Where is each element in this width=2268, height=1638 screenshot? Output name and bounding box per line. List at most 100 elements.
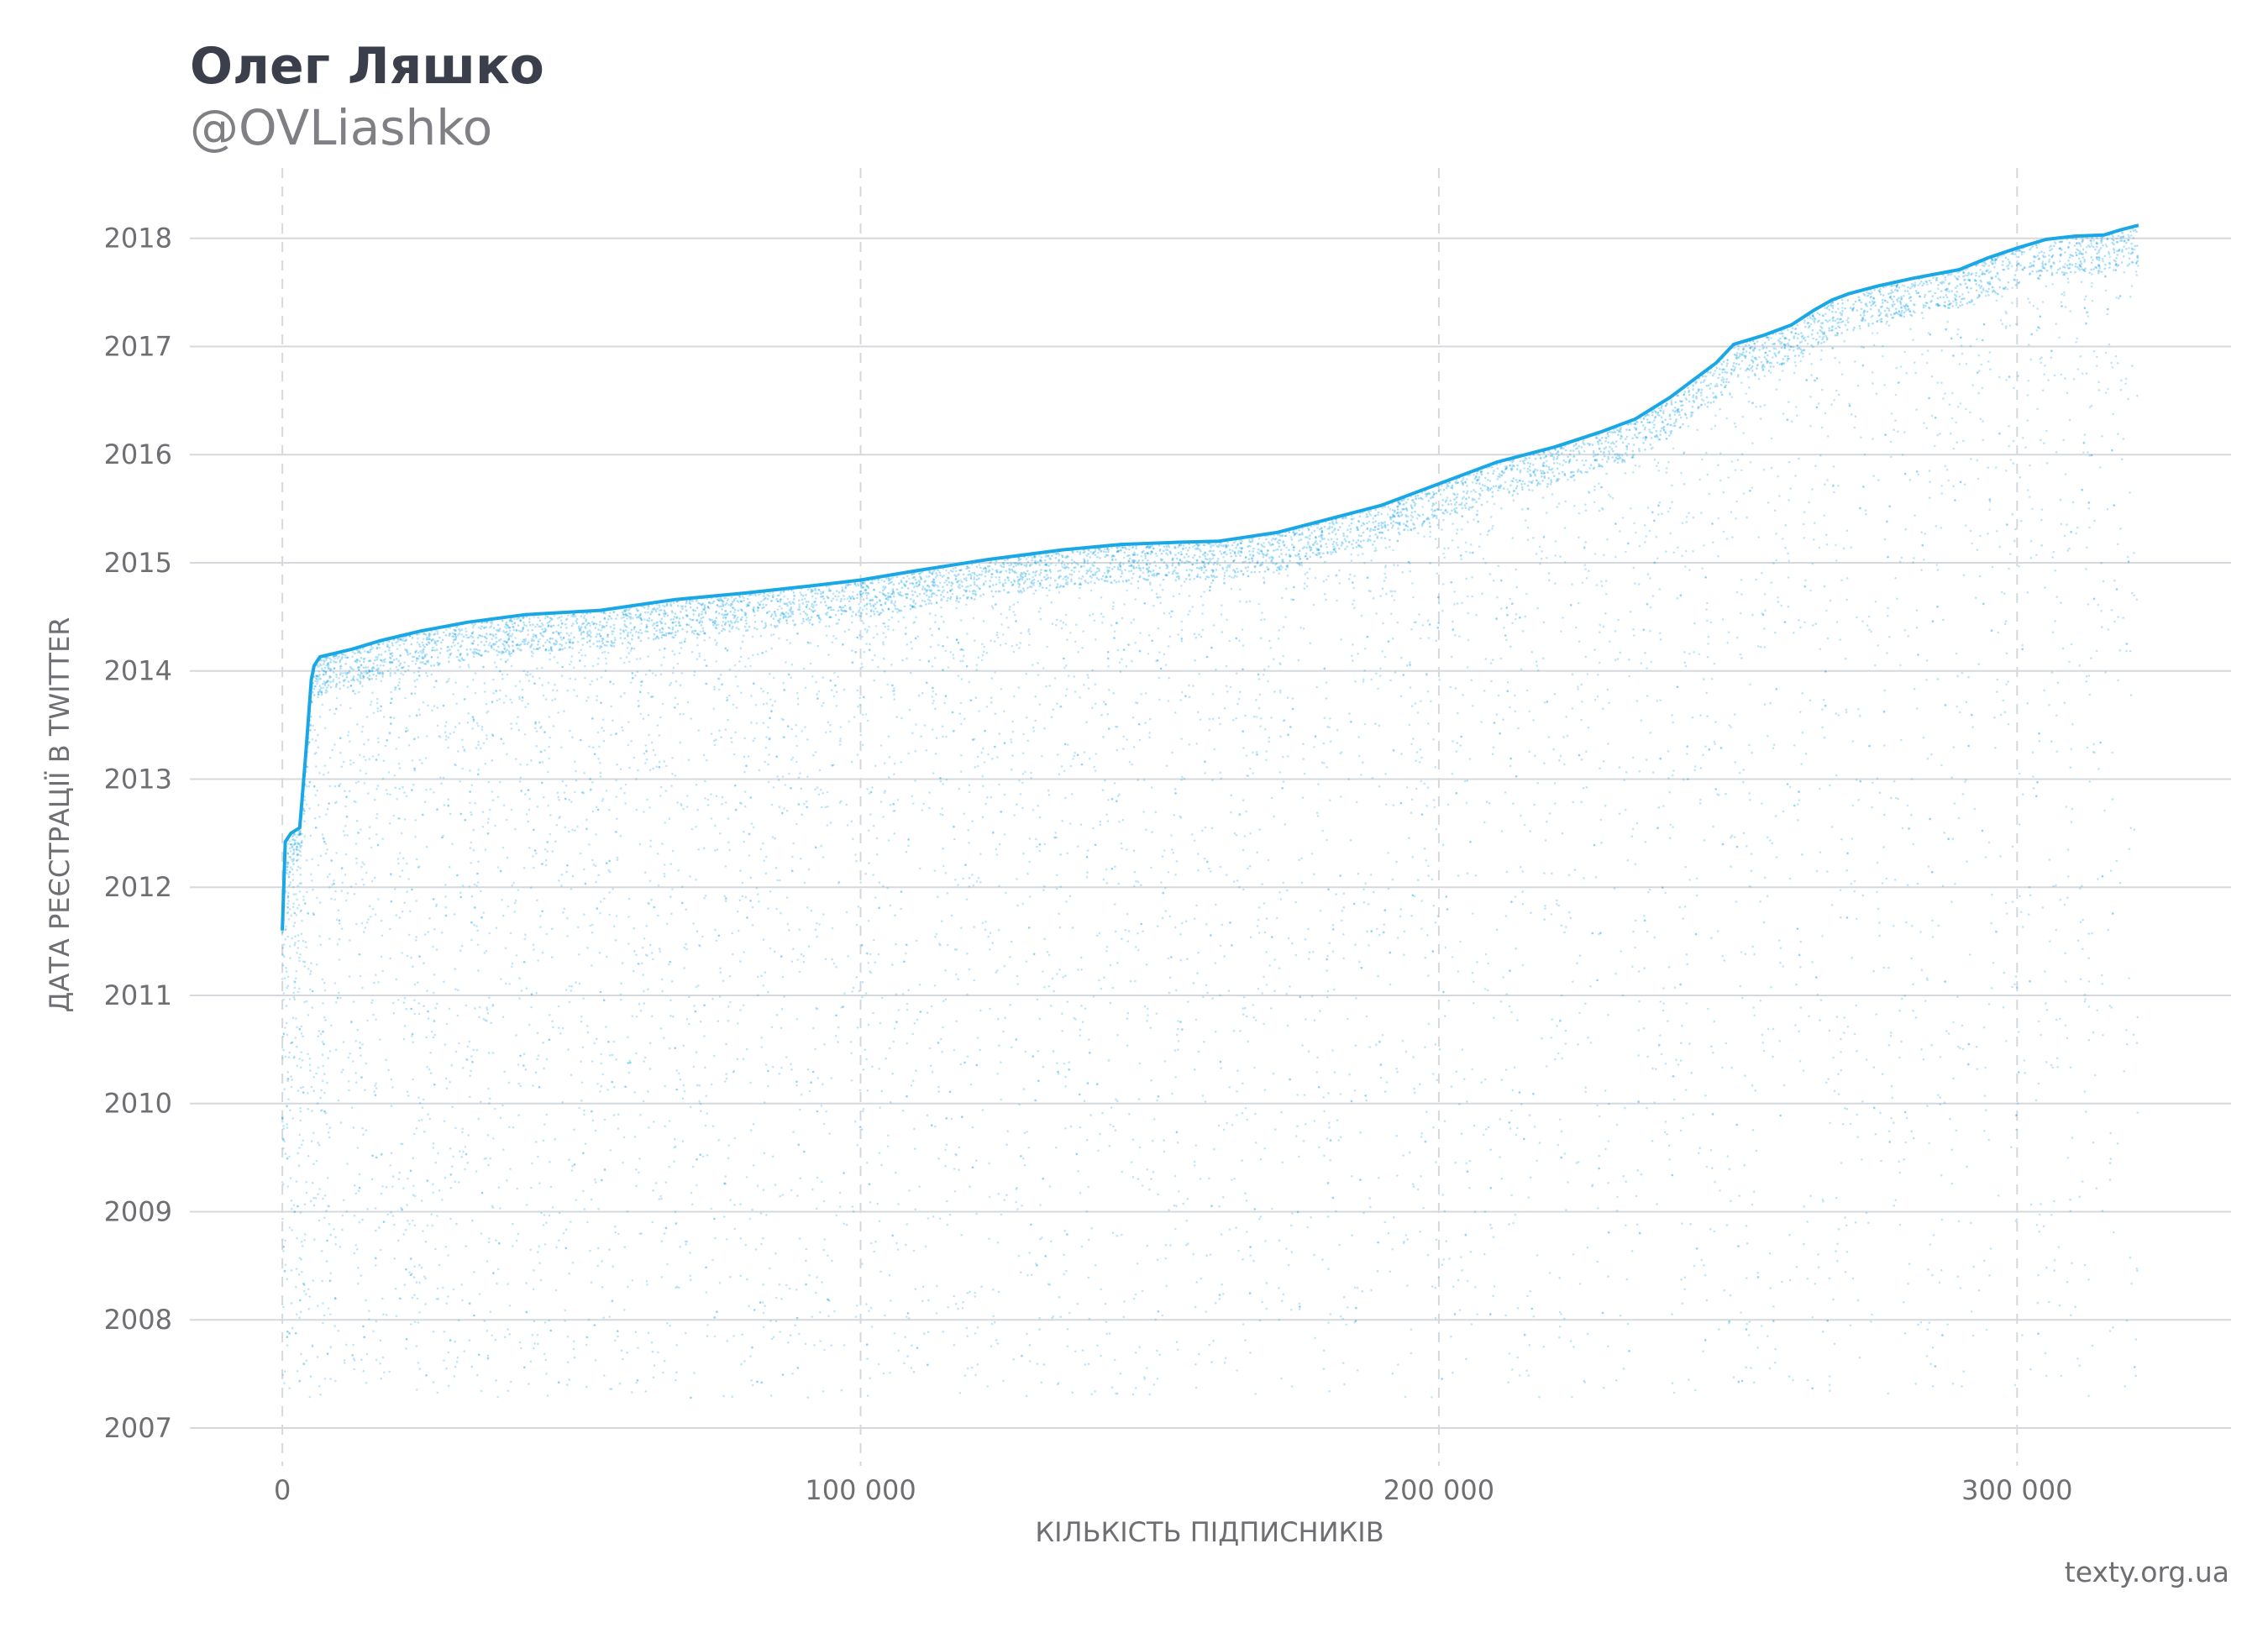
scatter-point: [1671, 714, 1673, 717]
scatter-point: [408, 1222, 411, 1226]
scatter-point: [375, 1082, 378, 1085]
scatter-point: [502, 804, 506, 806]
scatter-point: [488, 996, 491, 999]
scatter-point: [547, 681, 550, 685]
scatter-point: [1412, 1185, 1415, 1188]
scatter-point: [548, 1319, 550, 1322]
scatter-point: [942, 864, 945, 868]
scatter-point: [671, 772, 674, 775]
scatter-point: [1601, 507, 1604, 510]
scatter-point: [1242, 1257, 1244, 1261]
scatter-point: [402, 1187, 405, 1189]
scatter-point: [1121, 847, 1123, 850]
scatter-point: [584, 664, 586, 668]
scatter-point: [382, 716, 386, 718]
scatter-point: [556, 661, 559, 664]
scatter-point: [627, 652, 630, 654]
scatter-point: [733, 1204, 736, 1206]
scatter-point: [1305, 571, 1309, 574]
scatter-point: [801, 622, 804, 625]
scatter-point: [1733, 713, 1736, 716]
scatter-point: [652, 748, 655, 752]
scatter-point: [827, 654, 830, 656]
scatter-point: [834, 1035, 837, 1037]
scatter-point: [630, 739, 633, 743]
scatter-point: [952, 654, 955, 656]
scatter-point: [324, 843, 328, 845]
scatter-point: [478, 1293, 481, 1295]
scatter-point: [533, 1320, 536, 1323]
scatter-point: [1302, 758, 1305, 760]
scatter-point: [1110, 624, 1113, 627]
scatter-point: [997, 1290, 1000, 1294]
chart-subtitle: @OVLiashko: [190, 99, 493, 156]
scatter-point: [1163, 1150, 1166, 1153]
scatter-point: [770, 1026, 774, 1029]
scatter-point: [681, 1097, 685, 1100]
scatter-point: [1187, 613, 1189, 616]
scatter-point: [374, 1207, 377, 1210]
scatter-point: [447, 798, 450, 801]
scatter-point: [1825, 533, 1828, 537]
scatter-point: [1079, 956, 1083, 959]
scatter-point: [1441, 528, 1443, 531]
scatter-point: [1895, 796, 1898, 800]
scatter-point: [1832, 1298, 1835, 1301]
scatter-point: [1333, 988, 1336, 991]
scatter-point: [739, 1236, 743, 1240]
scatter-point: [774, 700, 776, 703]
scatter-point: [525, 987, 528, 990]
scatter-point: [1591, 1184, 1594, 1186]
scatter-point: [1649, 606, 1652, 609]
scatter-point: [1593, 488, 1596, 491]
scatter-point: [1130, 564, 1132, 567]
scatter-point: [433, 791, 435, 794]
scatter-point: [889, 803, 892, 806]
scatter-point: [1899, 303, 1903, 306]
scatter-point: [2024, 446, 2027, 449]
scatter-point: [954, 878, 957, 881]
scatter-point: [1163, 849, 1166, 852]
scatter-point: [1987, 360, 1990, 363]
scatter-point: [1058, 773, 1061, 775]
scatter-point: [788, 929, 790, 932]
scatter-point: [1837, 1073, 1840, 1075]
scatter-point: [491, 1334, 493, 1337]
scatter-point: [862, 1068, 865, 1071]
scatter-point: [1671, 1313, 1673, 1315]
scatter-point: [334, 1236, 337, 1239]
scatter-point: [1268, 740, 1270, 743]
scatter-point: [1370, 1289, 1373, 1292]
scatter-point: [1156, 925, 1159, 927]
scatter-point: [1150, 1079, 1152, 1082]
scatter-point: [732, 753, 736, 756]
scatter-point: [300, 1032, 303, 1035]
scatter-point: [1384, 803, 1388, 806]
scatter-point: [368, 1310, 370, 1312]
scatter-point: [1879, 1111, 1882, 1115]
scatter-point: [829, 730, 832, 733]
scatter-point: [1146, 1244, 1149, 1247]
scatter-point: [1840, 837, 1843, 841]
scatter-point: [860, 944, 864, 947]
scatter-point: [1420, 1136, 1423, 1138]
scatter-point: [1749, 461, 1752, 464]
scatter-point: [1893, 925, 1895, 927]
scatter-point: [1226, 541, 1229, 544]
scatter-point: [450, 1165, 454, 1168]
scatter-point: [460, 1155, 464, 1158]
scatter-point: [912, 1371, 916, 1373]
scatter-point: [1384, 576, 1387, 579]
scatter-point: [1180, 639, 1184, 643]
scatter-point: [1499, 657, 1503, 660]
scatter-point: [434, 1247, 437, 1251]
scatter-point: [957, 1307, 959, 1310]
scatter-point: [507, 1389, 509, 1393]
scatter-point: [1473, 518, 1475, 521]
scatter-point: [2011, 302, 2013, 304]
scatter-point: [1105, 949, 1108, 953]
scatter-point: [900, 717, 903, 720]
scatter-point: [1353, 1286, 1357, 1289]
scatter-point: [345, 673, 348, 676]
scatter-point: [771, 704, 774, 706]
